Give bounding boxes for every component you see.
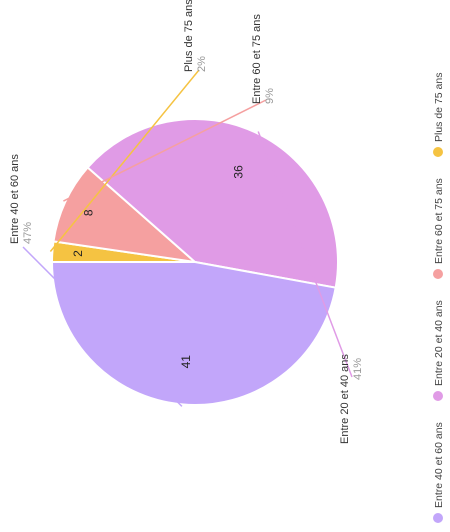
leader-line-40-60 [22, 246, 183, 407]
slice-percent-plus-75: 2% [196, 56, 208, 72]
slice-label-60-75: Entre 60 et 75 ans [251, 14, 263, 104]
slice-percent-60-75: 9% [264, 88, 276, 104]
slice-value-labels: 2 8 36 41 [71, 165, 246, 368]
slice-percent-20-40: 41% [352, 358, 364, 380]
legend-label-60-75: Entre 60 et 75 ans [433, 178, 445, 264]
legend-swatch-40-60 [433, 513, 443, 523]
slice-outer-labels: Plus de 75 ans 2% Entre 60 et 75 ans 9% … [9, 0, 364, 444]
slice-value-plus-75: 2 [71, 250, 85, 257]
legend-swatch-plus-75 [433, 147, 443, 157]
pie-slice-40-60 [50, 261, 337, 406]
legend: Entre 40 et 60 ans Entre 20 et 40 ans En… [433, 73, 445, 523]
pie-slices [50, 118, 339, 406]
slice-label-plus-75: Plus de 75 ans [183, 0, 195, 72]
legend-label-20-40: Entre 20 et 40 ans [433, 300, 445, 386]
legend-swatch-20-40 [433, 391, 443, 401]
slice-percent-40-60: 47% [22, 222, 34, 244]
slice-value-40-60: 41 [179, 355, 193, 369]
slice-label-20-40: Entre 20 et 40 ans [339, 354, 351, 444]
leader-line-plus-75 [49, 69, 200, 252]
leader-line-20-40 [257, 131, 353, 378]
slice-label-40-60: Entre 40 et 60 ans [9, 154, 21, 244]
leader-line-60-75 [63, 99, 267, 202]
legend-label-40-60: Entre 40 et 60 ans [433, 422, 445, 508]
legend-swatch-60-75 [433, 269, 443, 279]
slice-value-20-40: 36 [232, 165, 246, 179]
pie-slice-20-40 [86, 118, 339, 289]
pie-slice-60-75 [52, 166, 199, 264]
slice-value-60-75: 8 [82, 209, 96, 216]
leader-lines [22, 69, 353, 407]
legend-label-plus-75: Plus de 75 ans [433, 73, 445, 142]
